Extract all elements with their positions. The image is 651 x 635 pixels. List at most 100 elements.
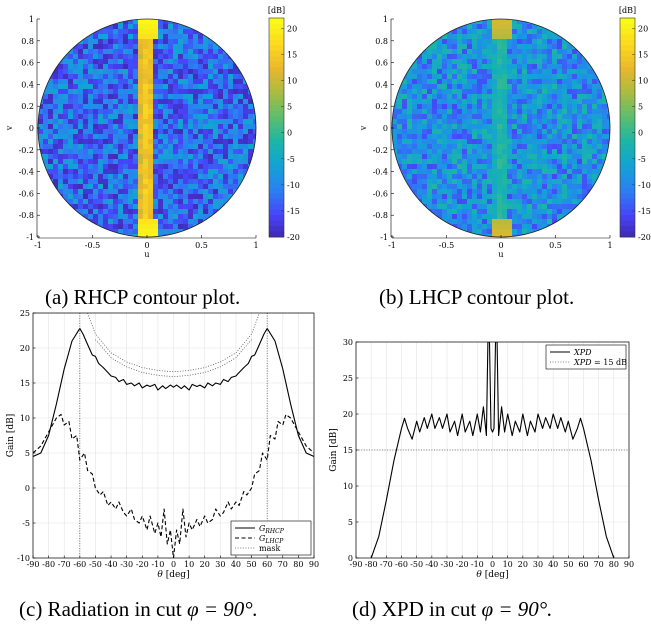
contour-cell xyxy=(228,114,234,120)
contour-cell xyxy=(93,214,99,220)
x-tick-label: -80 xyxy=(42,560,55,569)
contour-cell xyxy=(88,174,94,180)
contour-cell xyxy=(158,104,164,110)
contour-cell xyxy=(517,179,523,185)
contour-cell xyxy=(462,194,468,200)
contour-cell xyxy=(582,134,588,140)
contour-cell xyxy=(592,74,598,80)
contour-cell xyxy=(193,144,199,150)
contour-cell xyxy=(98,89,104,95)
contour-cell xyxy=(53,159,59,165)
contour-cell xyxy=(497,184,503,190)
contour-cell xyxy=(78,64,84,70)
contour-cell xyxy=(602,149,608,155)
contour-cell xyxy=(452,34,458,40)
contour-cell xyxy=(532,69,538,75)
contour-cell xyxy=(542,69,548,75)
contour-cell xyxy=(557,124,563,130)
contour-cell xyxy=(442,139,448,145)
contour-cell xyxy=(188,174,194,180)
contour-cell xyxy=(422,199,428,205)
contour-cell xyxy=(213,204,219,210)
contour-cell xyxy=(148,169,154,175)
contour-cell xyxy=(567,124,573,130)
contour-cell xyxy=(517,114,523,120)
contour-cell xyxy=(477,29,483,35)
contour-cell xyxy=(103,144,109,150)
contour-cell xyxy=(507,114,513,120)
contour-cell xyxy=(537,79,543,85)
contour-cell xyxy=(457,59,463,65)
contour-cell xyxy=(143,99,149,105)
contour-cell xyxy=(203,74,209,80)
contour-cell xyxy=(487,224,493,230)
contour-cell xyxy=(183,54,189,60)
contour-cell xyxy=(143,209,149,215)
contour-cell xyxy=(602,94,608,100)
contour-cell xyxy=(238,159,244,165)
contour-cell xyxy=(507,59,513,65)
colorbar-tick-label: 15 xyxy=(287,51,297,60)
contour-cell xyxy=(163,174,169,180)
contour-cell xyxy=(427,139,433,145)
contour-cell xyxy=(158,79,164,85)
contour-cell xyxy=(83,109,89,115)
contour-cell xyxy=(213,84,219,90)
contour-cell xyxy=(118,49,124,55)
contour-cell xyxy=(238,179,244,185)
contour-cell xyxy=(118,224,124,230)
contour-cell xyxy=(582,89,588,95)
contour-cell xyxy=(163,134,169,140)
contour-cell xyxy=(587,69,593,75)
contour-cell xyxy=(527,29,533,35)
contour-cell xyxy=(512,39,518,45)
contour-cell xyxy=(402,79,408,85)
contour-cell xyxy=(512,79,518,85)
radiation-y-axis-label: Gain [dB] xyxy=(6,414,16,458)
contour-cell xyxy=(447,129,453,135)
contour-cell xyxy=(407,154,413,160)
contour-cell xyxy=(198,219,204,225)
contour-cell xyxy=(517,49,523,55)
contour-cell xyxy=(178,94,184,100)
contour-cell xyxy=(158,139,164,145)
contour-cell xyxy=(497,59,503,65)
contour-cell xyxy=(482,229,488,235)
contour-cell xyxy=(78,159,84,165)
contour-cell xyxy=(103,49,109,55)
contour-cell xyxy=(223,54,229,60)
contour-cell xyxy=(452,209,458,215)
contour-cell xyxy=(582,129,588,135)
contour-cell xyxy=(547,109,553,115)
contour-cell xyxy=(552,134,558,140)
contour-cell xyxy=(552,34,558,40)
colorbar-swatch xyxy=(269,39,284,46)
contour-cell xyxy=(98,74,104,80)
x-tick-label: 90 xyxy=(309,560,319,569)
contour-cell xyxy=(158,64,164,70)
contour-cell xyxy=(243,129,249,135)
contour-cell xyxy=(452,184,458,190)
contour-cell xyxy=(427,59,433,65)
contour-cell xyxy=(452,94,458,100)
contour-cell xyxy=(527,204,533,210)
contour-cell xyxy=(168,64,174,70)
contour-cell xyxy=(542,144,548,150)
contour-cell xyxy=(63,59,69,65)
contour-cell xyxy=(527,109,533,115)
contour-cell xyxy=(138,79,144,85)
contour-cell xyxy=(437,159,443,165)
contour-cell xyxy=(73,84,79,90)
contour-cell xyxy=(492,44,498,50)
contour-cell xyxy=(223,64,229,70)
contour-cell xyxy=(198,64,204,70)
contour-cell xyxy=(223,194,229,200)
contour-cell xyxy=(128,224,134,230)
contour-cell xyxy=(522,24,528,30)
contour-cell xyxy=(58,134,64,140)
contour-cell xyxy=(243,89,249,95)
contour-cell xyxy=(587,94,593,100)
contour-cell xyxy=(148,19,154,25)
contour-cell xyxy=(477,19,483,25)
